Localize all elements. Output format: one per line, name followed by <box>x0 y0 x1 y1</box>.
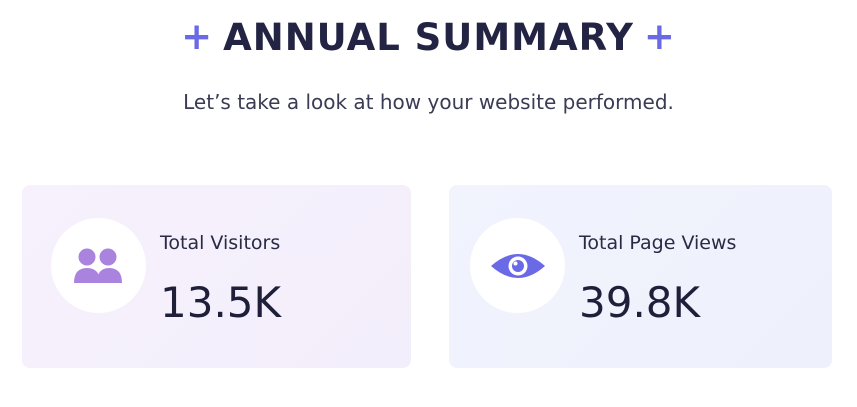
total-visitors-card: Total Visitors 13.5K <box>22 185 411 368</box>
eye-icon <box>490 253 545 278</box>
total-visitors-label: Total Visitors <box>160 232 281 254</box>
plus-icon-left: + <box>181 15 214 58</box>
page-title-text: ANNUAL SUMMARY <box>223 16 634 59</box>
total-page-views-value: 39.8K <box>579 278 701 327</box>
total-page-views-card: Total Page Views 39.8K <box>449 185 832 368</box>
users-icon <box>73 248 122 283</box>
visitors-icon-circle <box>51 218 146 313</box>
total-visitors-value: 13.5K <box>160 278 282 327</box>
total-page-views-label: Total Page Views <box>579 232 737 254</box>
plus-icon-right: + <box>643 15 676 58</box>
page-title: + ANNUAL SUMMARY + <box>0 12 857 64</box>
page-subtitle: Let’s take a look at how your website pe… <box>183 90 674 114</box>
views-icon-circle <box>470 218 565 313</box>
